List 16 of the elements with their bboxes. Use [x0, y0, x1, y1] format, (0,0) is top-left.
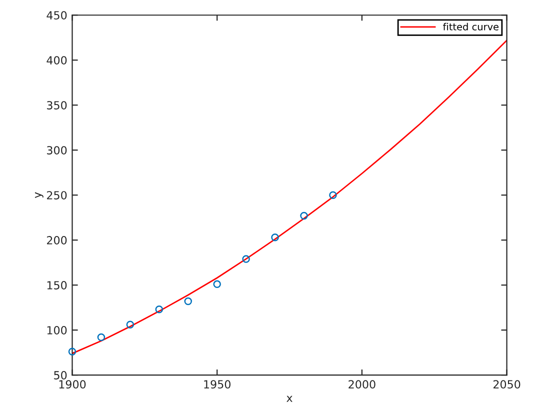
- legend-label: fitted curve: [443, 22, 499, 30]
- y-tick-label: 150: [47, 281, 67, 290]
- x-tick-label: 2050: [493, 380, 520, 389]
- y-tick-label: 450: [46, 11, 67, 20]
- y-tick-label: 300: [47, 146, 67, 154]
- x-tick-label: 2000: [348, 380, 376, 389]
- x-tick-label: 1950: [204, 380, 230, 389]
- x-axis-title: x: [286, 396, 292, 402]
- y-tick-label: 400: [46, 56, 67, 64]
- y-tick-label: 50: [54, 371, 67, 380]
- y-tick-label: 200: [46, 236, 67, 244]
- x-tick-label: 1900: [59, 380, 86, 389]
- y-tick-label: 250: [46, 191, 67, 200]
- y-axis-title: y: [35, 192, 44, 198]
- y-tick-label: 100: [47, 326, 67, 334]
- y-tick-label: 350: [47, 101, 67, 110]
